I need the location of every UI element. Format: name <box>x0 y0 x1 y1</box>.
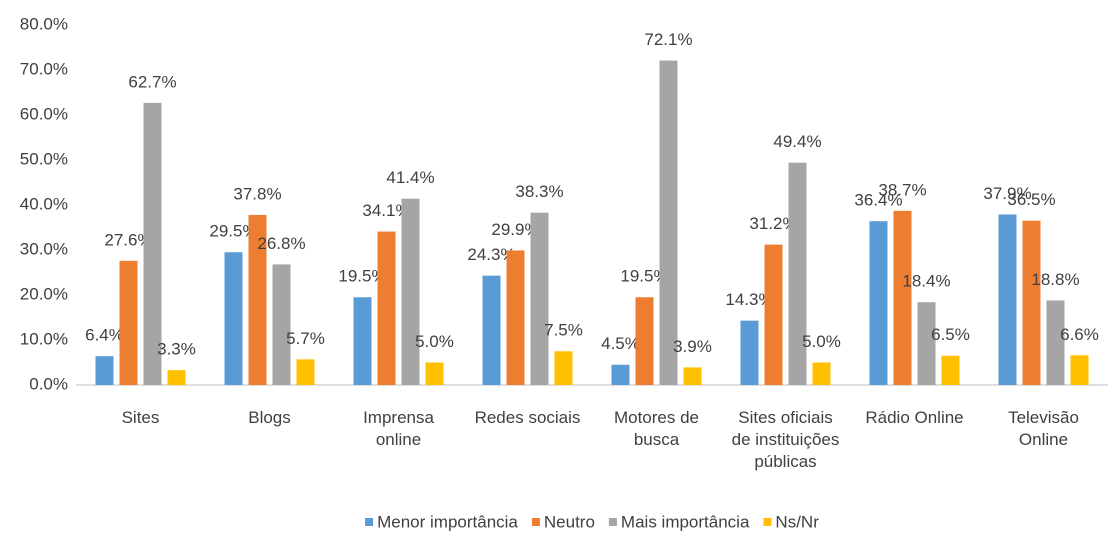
y-tick-label: 0.0% <box>29 374 68 393</box>
value-label: 5.7% <box>286 329 325 348</box>
bar <box>998 214 1017 385</box>
value-label: 3.3% <box>157 340 196 359</box>
bar <box>893 210 912 385</box>
value-label: 38.7% <box>878 180 926 199</box>
y-tick-label: 50.0% <box>20 149 68 168</box>
value-label: 19.5% <box>338 267 386 286</box>
value-label: 5.0% <box>415 332 454 351</box>
bar <box>248 214 267 385</box>
bar <box>917 302 936 385</box>
bar <box>1070 355 1089 385</box>
y-tick-label: 70.0% <box>20 59 68 78</box>
value-label: 72.1% <box>644 30 692 49</box>
x-tick-label: Televisão Online <box>1008 408 1079 449</box>
bar <box>353 297 372 385</box>
bar <box>812 362 831 385</box>
bar <box>941 355 960 385</box>
value-label: 18.8% <box>1031 270 1079 289</box>
bar <box>119 260 138 385</box>
value-label: 49.4% <box>773 132 821 151</box>
y-tick-label: 30.0% <box>20 239 68 258</box>
legend-label: Ns/Nr <box>775 512 819 531</box>
y-tick-label: 20.0% <box>20 284 68 303</box>
x-tick-label: Sites oficiais de instituições públicas <box>731 408 840 471</box>
x-tick-label: Sites <box>121 408 160 427</box>
value-label: 6.6% <box>1060 325 1099 344</box>
bar <box>869 221 888 385</box>
bar <box>224 252 243 385</box>
value-label: 37.9% <box>983 184 1031 203</box>
value-label: 41.4% <box>386 168 434 187</box>
value-label: 36.4% <box>854 191 902 210</box>
value-label: 37.8% <box>233 184 281 203</box>
bar <box>377 231 396 385</box>
x-tick-label: Redes sociais <box>474 408 581 427</box>
value-label: 14.3% <box>725 290 773 309</box>
value-label: 18.4% <box>902 272 950 291</box>
legend-label: Neutro <box>544 512 595 531</box>
bar <box>530 212 549 385</box>
value-label: 19.5% <box>620 267 668 286</box>
legend-label: Menor importância <box>377 512 518 531</box>
value-label: 6.4% <box>85 326 124 345</box>
bar <box>506 250 525 385</box>
value-label: 7.5% <box>544 321 583 340</box>
legend-swatch <box>531 518 540 526</box>
y-tick-label: 10.0% <box>20 329 68 348</box>
y-tick-label: 80.0% <box>20 14 68 33</box>
value-label: 6.5% <box>931 325 970 344</box>
value-label: 38.3% <box>515 182 563 201</box>
value-label: 3.9% <box>673 337 712 356</box>
bar <box>659 60 678 386</box>
bar <box>482 275 501 385</box>
bar <box>635 297 654 385</box>
x-tick-label: Rádio Online <box>865 408 964 427</box>
bar <box>143 102 162 385</box>
bar <box>1022 220 1041 385</box>
x-tick-label: Motores de busca <box>613 408 700 449</box>
bar <box>401 198 420 385</box>
legend-label: Mais importância <box>621 512 750 531</box>
x-tick-label: Blogs <box>248 408 291 427</box>
bar <box>764 244 783 385</box>
bar <box>95 356 114 385</box>
legend-swatch <box>608 518 617 526</box>
y-tick-label: 60.0% <box>20 104 68 123</box>
bar <box>554 351 573 385</box>
value-label: 4.5% <box>601 334 640 353</box>
bar <box>296 359 315 385</box>
bar <box>167 370 186 385</box>
value-label: 34.1% <box>362 201 410 220</box>
bar <box>611 364 630 385</box>
value-label: 29.9% <box>491 220 539 239</box>
value-label: 27.6% <box>104 230 152 249</box>
value-label: 5.0% <box>802 332 841 351</box>
bar <box>740 320 759 385</box>
y-tick-label: 40.0% <box>20 194 68 213</box>
value-label: 26.8% <box>257 234 305 253</box>
legend-swatch <box>763 518 772 526</box>
bar <box>683 367 702 385</box>
bar <box>272 264 291 385</box>
legend-swatch <box>365 518 374 526</box>
x-tick-label: Imprensa online <box>363 408 434 449</box>
bar <box>1046 300 1065 385</box>
bar <box>425 362 444 385</box>
value-label: 24.3% <box>467 245 515 264</box>
value-label: 29.5% <box>209 222 257 241</box>
value-label: 36.5% <box>1007 190 1055 209</box>
value-label: 62.7% <box>128 72 176 91</box>
value-label: 31.2% <box>749 214 797 233</box>
bar <box>788 162 807 385</box>
